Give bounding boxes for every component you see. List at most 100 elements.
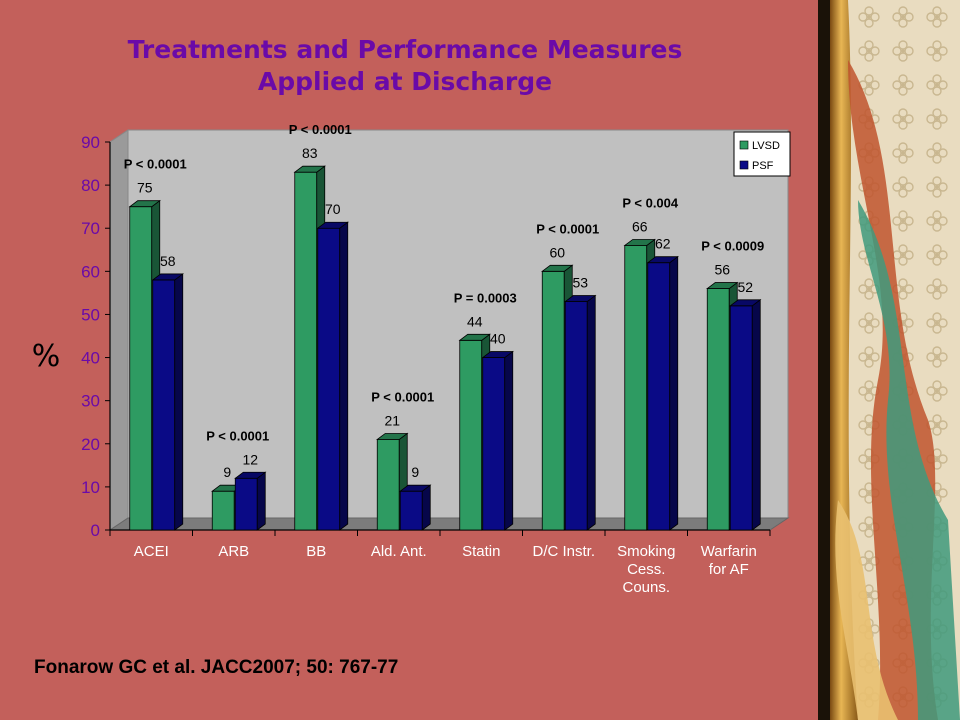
x-category-line: Warfarin — [701, 543, 757, 560]
p-value-label: P < 0.0001 — [536, 221, 599, 236]
bar-psf — [564, 294, 597, 531]
data-label: 52 — [737, 279, 753, 295]
x-category-line: Cess. — [627, 561, 665, 578]
x-category-line: Smoking — [617, 543, 675, 560]
y-tick-label: 0 — [91, 521, 100, 540]
legend-label: PSF — [752, 160, 774, 172]
x-category-line: D/C Instr. — [532, 543, 595, 560]
data-label: 60 — [549, 244, 565, 260]
x-category-line: Ald. Ant. — [371, 543, 427, 560]
bar-top — [623, 239, 656, 246]
chart-title-line: Treatments and Performance Measures — [128, 35, 683, 64]
x-category-line: Statin — [462, 543, 500, 560]
bar-psf — [234, 471, 267, 531]
data-label: 58 — [160, 253, 176, 269]
y-axis-label: % — [32, 339, 61, 374]
bar-side — [586, 294, 596, 531]
bar-top — [541, 264, 574, 272]
bar-front — [482, 357, 506, 531]
data-label: 70 — [325, 201, 341, 217]
data-label: 40 — [490, 331, 506, 347]
data-label: 44 — [467, 313, 483, 329]
x-category-label: Smoking Cess. Couns. — [617, 543, 675, 596]
bar-side — [504, 350, 514, 531]
bar-front — [459, 339, 483, 531]
bar-psf — [646, 255, 679, 531]
bar-front — [294, 171, 318, 531]
bars — [128, 165, 762, 531]
bar-front — [706, 288, 730, 531]
bar-front — [729, 305, 753, 531]
bar-psf — [481, 350, 514, 531]
bar-front — [234, 477, 258, 531]
legend-swatch — [739, 140, 749, 150]
data-label: 21 — [384, 412, 400, 428]
bar-psf — [399, 484, 432, 531]
x-category-line: Couns. — [622, 579, 670, 596]
p-value-label: P < 0.0001 — [124, 157, 187, 172]
p-value-annotations: P < 0.0001 P < 0.0001 P < 0.0001 P < 0.0001… — [124, 122, 765, 443]
bar-front — [376, 439, 400, 531]
chart-title: Treatments and Performance Measures Appli… — [128, 35, 683, 96]
y-tick-label: 60 — [81, 262, 100, 281]
x-category-label: BB — [306, 543, 326, 560]
bar-front — [399, 490, 423, 531]
data-label: 9 — [223, 464, 231, 480]
x-category-label: Warfarin for AF — [701, 543, 757, 578]
bar-chart: Treatments and Performance Measures Appli… — [32, 35, 791, 596]
x-category-line: BB — [306, 543, 326, 560]
bar-top — [234, 471, 267, 479]
bar-top — [399, 484, 432, 492]
y-tick-label: 30 — [81, 392, 100, 411]
x-category-label: ACEI — [134, 543, 169, 560]
legend-label: LVSD — [752, 140, 780, 152]
data-label: 83 — [302, 145, 318, 161]
bar-front — [624, 245, 648, 531]
data-label: 75 — [137, 180, 153, 196]
plot-floor — [108, 517, 790, 531]
x-category-label: D/C Instr. — [532, 543, 595, 560]
y-tick-label: 70 — [81, 219, 100, 238]
plot-back-wall — [127, 129, 789, 519]
bar-top — [316, 221, 349, 229]
x-category-line: for AF — [709, 561, 749, 578]
data-label: 12 — [242, 451, 258, 467]
bar-side — [174, 273, 184, 531]
data-label: 53 — [572, 275, 588, 291]
data-label: 62 — [655, 236, 671, 252]
bar-top — [128, 200, 161, 208]
x-category-line: ACEI — [134, 543, 169, 560]
bar-top — [646, 256, 679, 264]
p-value-label: P < 0.004 — [622, 195, 679, 210]
p-value-label: P < 0.0009 — [701, 239, 764, 254]
y-tick-label: 50 — [81, 305, 100, 324]
bar-top — [706, 282, 739, 289]
flower-pattern-panel-icon — [818, 0, 960, 720]
y-tick-label: 40 — [81, 349, 100, 368]
bar-top — [564, 295, 597, 302]
plot-area — [108, 129, 790, 531]
data-label: 66 — [632, 218, 648, 234]
bar-top — [458, 333, 491, 341]
legend: LVSD PSF — [733, 131, 791, 177]
bar-side — [421, 484, 431, 531]
data-label: 9 — [411, 464, 419, 480]
bar-psf — [316, 221, 349, 531]
citation: Fonarow GC et al. JACC2007; 50: 767-77 — [34, 657, 399, 678]
x-axis-categories: ACEI ARB BB Ald. Ant. Statin D/C Instr. Smokin… — [134, 543, 757, 596]
bar-top — [293, 165, 326, 173]
p-value-label: P = 0.0003 — [454, 290, 517, 305]
x-category-line: ARB — [218, 543, 249, 560]
chart-title-line: Applied at Discharge — [258, 67, 552, 96]
bar-front — [541, 270, 565, 531]
bar-top — [151, 273, 184, 281]
y-tick-label: 10 — [81, 478, 100, 497]
bar-side — [751, 299, 761, 531]
bar-side — [256, 471, 266, 531]
p-value-label: P < 0.0001 — [206, 428, 269, 443]
p-value-label: P < 0.0001 — [289, 122, 352, 137]
bar-front — [317, 227, 341, 531]
bar-psf — [151, 273, 184, 531]
y-tick-label: 20 — [81, 435, 100, 454]
